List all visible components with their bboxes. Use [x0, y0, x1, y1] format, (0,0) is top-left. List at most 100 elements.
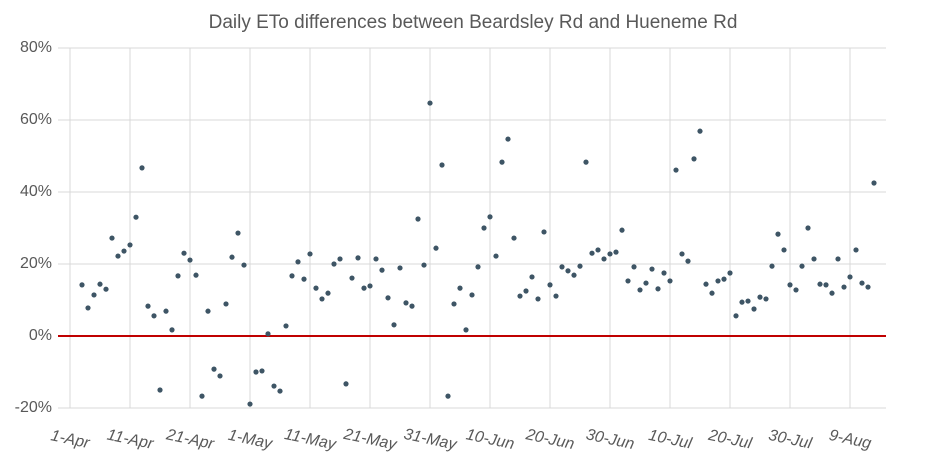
point: [799, 263, 805, 269]
point: [319, 296, 325, 302]
x-tick-label: 10-Jul: [647, 427, 694, 453]
point: [457, 285, 463, 291]
point: [667, 278, 673, 284]
point: [529, 274, 535, 280]
point: [115, 253, 121, 259]
point: [577, 263, 583, 269]
point: [415, 216, 421, 222]
point: [403, 300, 409, 306]
point: [265, 331, 271, 337]
point: [703, 281, 709, 287]
point: [757, 294, 763, 300]
point: [565, 268, 571, 274]
point: [109, 235, 115, 241]
point: [769, 263, 775, 269]
point: [517, 293, 523, 299]
point: [133, 214, 139, 220]
point: [847, 274, 853, 280]
point: [859, 280, 865, 286]
point: [349, 275, 355, 281]
point: [373, 256, 379, 262]
point: [367, 283, 373, 289]
point: [505, 136, 511, 142]
point: [781, 247, 787, 253]
point: [763, 296, 769, 302]
point: [361, 285, 367, 291]
y-tick-label: -20%: [15, 399, 52, 416]
point: [559, 264, 565, 270]
point: [853, 247, 859, 253]
point: [871, 180, 877, 186]
point: [85, 305, 91, 311]
point: [595, 247, 601, 253]
x-tick-label: 1-Apr: [49, 427, 91, 452]
point: [169, 327, 175, 333]
point: [307, 251, 313, 257]
point: [217, 373, 223, 379]
point: [469, 292, 475, 298]
point: [865, 284, 871, 290]
point: [379, 267, 385, 273]
point: [259, 368, 265, 374]
point: [823, 282, 829, 288]
point: [313, 285, 319, 291]
point: [343, 381, 349, 387]
point: [619, 227, 625, 233]
x-tick-label: 30-Jun: [584, 426, 635, 453]
point: [331, 261, 337, 267]
point: [463, 327, 469, 333]
point: [301, 276, 307, 282]
point: [451, 301, 457, 307]
point: [445, 393, 451, 399]
point: [709, 290, 715, 296]
x-tick-label: 30-Jul: [767, 427, 814, 453]
point: [811, 256, 817, 262]
point: [643, 280, 649, 286]
point: [805, 225, 811, 231]
point: [409, 303, 415, 309]
point: [613, 249, 619, 255]
point: [157, 387, 163, 393]
point: [655, 286, 661, 292]
point: [193, 272, 199, 278]
y-tick-label: 40%: [20, 183, 52, 200]
y-tick-label: 20%: [20, 255, 52, 272]
point: [121, 248, 127, 254]
point: [247, 401, 253, 407]
point: [745, 298, 751, 304]
point: [487, 214, 493, 220]
x-tick-label: 31-May: [402, 426, 459, 454]
point: [103, 286, 109, 292]
point: [637, 287, 643, 293]
point: [511, 235, 517, 241]
y-tick-label: 80%: [20, 39, 52, 56]
point: [535, 296, 541, 302]
point: [481, 225, 487, 231]
point: [289, 273, 295, 279]
x-tick-label: 10-Jun: [464, 426, 515, 453]
point: [439, 162, 445, 168]
point: [187, 257, 193, 263]
x-tick-label: 20-Jul: [706, 427, 754, 453]
point: [715, 278, 721, 284]
point: [673, 167, 679, 173]
point: [91, 292, 97, 298]
point: [139, 165, 145, 171]
point: [421, 262, 427, 268]
point: [727, 270, 733, 276]
point: [625, 278, 631, 284]
point: [631, 264, 637, 270]
point: [163, 308, 169, 314]
point: [385, 295, 391, 301]
point: [679, 251, 685, 257]
point: [721, 276, 727, 282]
point: [295, 259, 301, 265]
point: [427, 100, 433, 106]
point: [751, 306, 757, 312]
point: [835, 256, 841, 262]
point: [787, 282, 793, 288]
point: [553, 293, 559, 299]
x-tick-label: 11-May: [283, 426, 339, 454]
point: [607, 251, 613, 257]
point: [151, 313, 157, 319]
